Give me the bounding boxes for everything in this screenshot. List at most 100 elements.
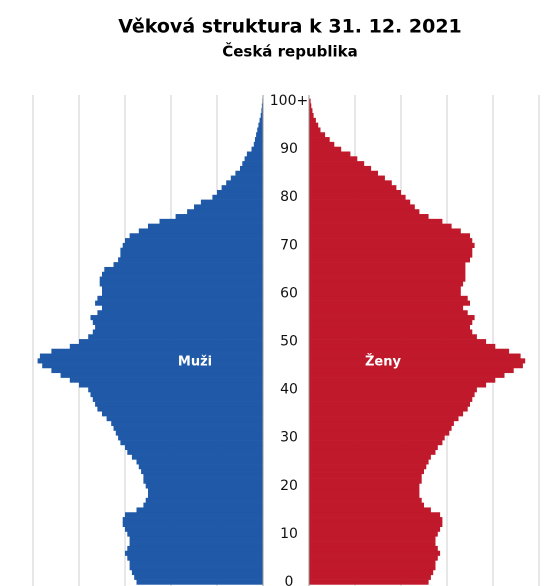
bar: [309, 141, 335, 147]
bar: [309, 194, 406, 200]
bar: [257, 127, 263, 133]
bar: [309, 305, 464, 311]
bar: [148, 223, 263, 229]
y-tick-label: 40: [280, 382, 298, 398]
y-tick-label: 0: [285, 574, 294, 586]
bar: [309, 204, 415, 210]
bar: [309, 560, 436, 566]
bar: [60, 372, 263, 378]
bar: [309, 464, 427, 470]
bar: [309, 440, 443, 446]
bar: [309, 478, 422, 484]
bar: [136, 459, 263, 465]
bar: [125, 550, 263, 556]
bar: [309, 319, 473, 325]
bar: [309, 137, 330, 143]
bar: [221, 185, 263, 191]
bar: [309, 497, 422, 503]
bar: [145, 497, 263, 503]
y-tick-label: 10: [280, 526, 298, 542]
bar: [136, 507, 263, 513]
bar: [309, 406, 468, 412]
bar: [141, 468, 263, 475]
bar: [99, 276, 263, 282]
bar: [309, 392, 475, 398]
bar: [309, 517, 443, 523]
bar: [309, 98, 311, 104]
bar: [309, 189, 401, 196]
bar: [159, 218, 263, 224]
bar: [102, 305, 263, 311]
bar: [309, 103, 312, 109]
bar: [129, 541, 263, 547]
bar: [259, 117, 263, 123]
bar: [122, 517, 263, 523]
bar: [309, 257, 470, 263]
bar: [309, 493, 420, 499]
bar: [309, 444, 438, 451]
bar: [309, 247, 473, 253]
bar: [309, 214, 429, 220]
y-tick-label: 20: [280, 478, 298, 494]
bar: [309, 382, 487, 388]
bar: [129, 565, 263, 571]
bar: [309, 199, 411, 205]
bar: [309, 430, 450, 436]
bar: [134, 574, 263, 580]
bar: [309, 435, 445, 441]
bar: [148, 488, 263, 494]
bar: [309, 536, 436, 542]
bar: [309, 521, 443, 527]
bar: [309, 555, 438, 561]
bar: [309, 372, 505, 378]
y-tick-label: 90: [280, 141, 298, 157]
bar: [309, 180, 392, 186]
bar: [309, 468, 424, 475]
bar: [309, 151, 351, 157]
bar: [125, 512, 263, 518]
y-tick-label: 70: [280, 237, 298, 253]
bar: [309, 367, 514, 374]
bar: [90, 315, 263, 321]
bar: [309, 113, 314, 119]
bar: [129, 560, 263, 566]
bar: [309, 271, 466, 277]
bar: [95, 401, 263, 407]
bar: [309, 416, 459, 422]
bar: [309, 127, 321, 133]
bar: [122, 242, 263, 249]
bar: [127, 449, 263, 455]
bar: [253, 141, 263, 147]
bar: [309, 122, 319, 128]
bar: [309, 411, 464, 417]
bar: [309, 156, 358, 162]
bar: [309, 209, 420, 215]
bar: [309, 507, 431, 513]
bar: [51, 348, 264, 354]
bar: [309, 396, 473, 402]
bar: [42, 363, 264, 369]
bar: [102, 411, 263, 417]
bar: [309, 295, 468, 301]
bar: [309, 300, 470, 306]
bar: [143, 473, 263, 479]
bar: [240, 165, 263, 172]
y-tick-label: 100+: [270, 93, 308, 109]
bar: [131, 569, 263, 576]
bar: [309, 339, 487, 345]
bar: [309, 343, 496, 350]
bar: [136, 579, 263, 585]
bar: [309, 266, 466, 273]
bar: [187, 209, 263, 215]
bar: [92, 319, 263, 325]
bar: [309, 449, 436, 455]
bar: [95, 324, 263, 330]
bar: [309, 290, 461, 297]
y-tick-label: 80: [280, 189, 298, 205]
bar: [88, 387, 263, 393]
bar: [309, 238, 473, 244]
bar: [309, 459, 429, 465]
bar: [309, 218, 443, 224]
bar: [309, 348, 510, 354]
